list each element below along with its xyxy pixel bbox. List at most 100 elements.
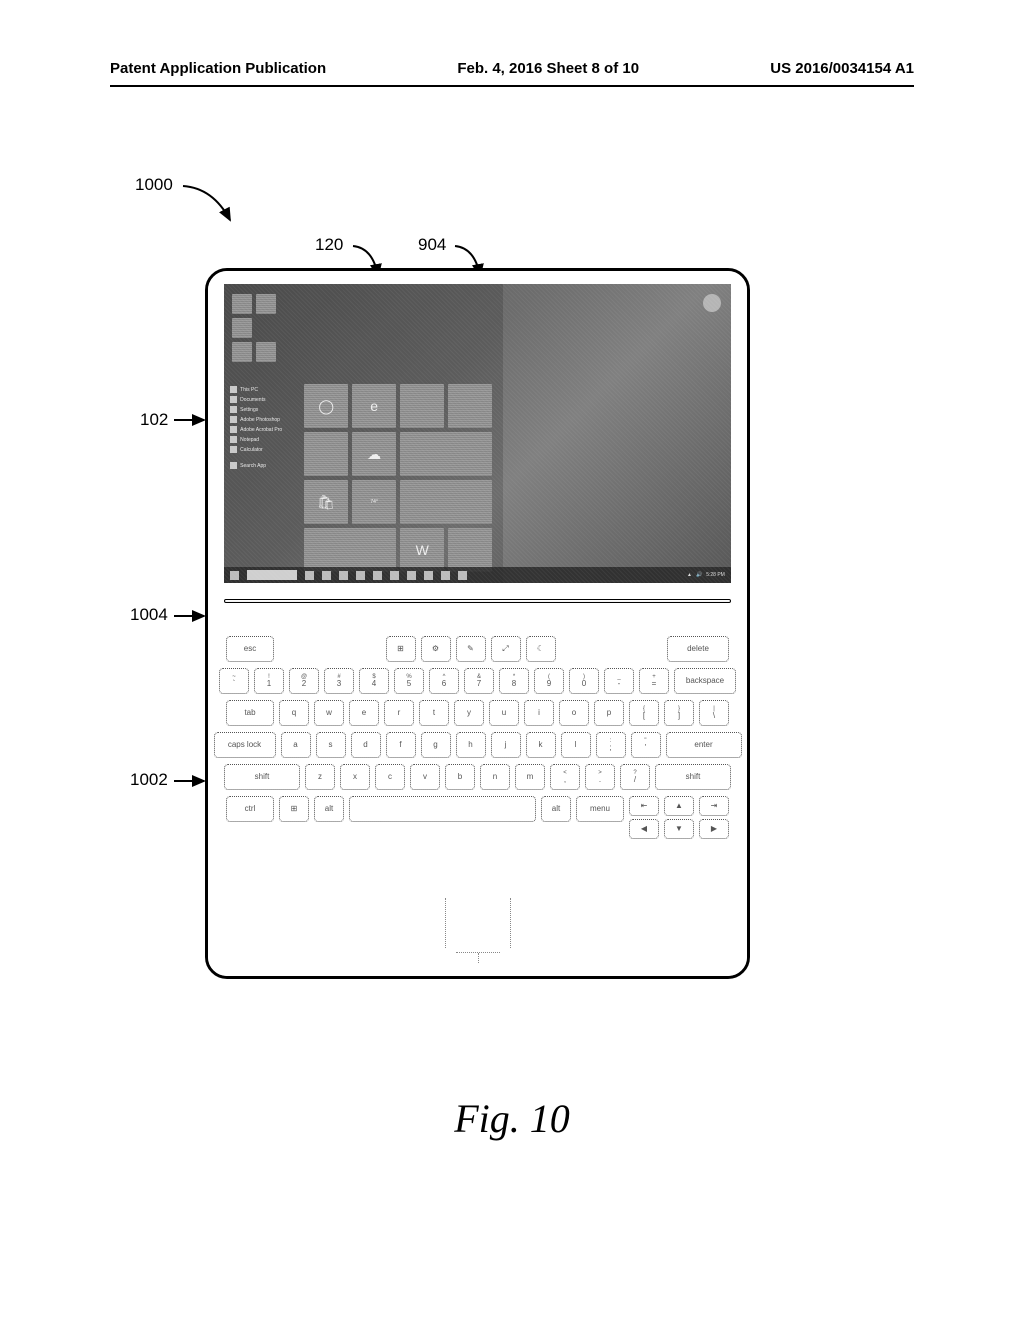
key-letter[interactable]: t	[419, 700, 449, 726]
key-capslock[interactable]: caps lock	[214, 732, 276, 758]
key-ctrl[interactable]: ctrl	[226, 796, 274, 822]
key-symbol[interactable]: }]	[664, 700, 694, 726]
key-space[interactable]	[349, 796, 536, 822]
key-letter[interactable]: d	[351, 732, 381, 758]
key-label: '	[645, 744, 647, 752]
key-symbol[interactable]: >.	[585, 764, 615, 790]
hinge-bar	[224, 599, 731, 603]
key-number[interactable]: $4	[359, 668, 389, 694]
key-number[interactable]: ~`	[219, 668, 249, 694]
key-letter[interactable]: e	[349, 700, 379, 726]
key-tab[interactable]: tab	[226, 700, 274, 726]
key-label: p	[607, 709, 611, 717]
key-label: j	[505, 741, 507, 749]
key-label: ⇤	[641, 802, 648, 810]
key-label: 8	[512, 680, 516, 688]
key-symbol[interactable]: "'	[631, 732, 661, 758]
sidebar-item-label: Documents	[240, 397, 265, 403]
key-left[interactable]: ◀	[629, 819, 659, 839]
key-letter[interactable]: s	[316, 732, 346, 758]
key-number[interactable]: !1	[254, 668, 284, 694]
key-letter[interactable]: n	[480, 764, 510, 790]
key-home[interactable]: ⇤	[629, 796, 659, 816]
key-esc[interactable]: esc	[226, 636, 274, 662]
key-letter[interactable]: g	[421, 732, 451, 758]
key-letter[interactable]: k	[526, 732, 556, 758]
key-symbol[interactable]: |\	[699, 700, 729, 726]
pinned-tile	[232, 342, 252, 362]
key-letter[interactable]: p	[594, 700, 624, 726]
key-number[interactable]: )0	[569, 668, 599, 694]
key-letter[interactable]: i	[524, 700, 554, 726]
key-fn[interactable]: ✎	[456, 636, 486, 662]
key-label: q	[292, 709, 296, 717]
upper-display-panel: This PC Documents Settings Adobe Photosh…	[208, 271, 747, 596]
key-up[interactable]: ▲	[664, 796, 694, 816]
key-letter[interactable]: r	[384, 700, 414, 726]
sidebar-item: Calculator	[230, 446, 300, 453]
key-letter[interactable]: w	[314, 700, 344, 726]
taskbar-app-icon	[322, 571, 331, 580]
key-shift[interactable]: shift	[224, 764, 300, 790]
key-win[interactable]: ⊞	[279, 796, 309, 822]
key-backspace[interactable]: backspace	[674, 668, 736, 694]
key-alt[interactable]: alt	[541, 796, 571, 822]
key-fn[interactable]: ⚙	[421, 636, 451, 662]
key-number[interactable]: &7	[464, 668, 494, 694]
key-number[interactable]: *8	[499, 668, 529, 694]
key-down[interactable]: ▼	[664, 819, 694, 839]
key-delete[interactable]: delete	[667, 636, 729, 662]
key-letter[interactable]: q	[279, 700, 309, 726]
key-letter[interactable]: m	[515, 764, 545, 790]
key-label: ctrl	[245, 805, 256, 813]
key-letter[interactable]: y	[454, 700, 484, 726]
key-letter[interactable]: z	[305, 764, 335, 790]
trackpad[interactable]	[378, 858, 578, 958]
device-hinge	[208, 596, 747, 606]
key-menu[interactable]: menu	[576, 796, 624, 822]
key-fn[interactable]: ⤢	[491, 636, 521, 662]
key-label: delete	[687, 645, 709, 653]
key-fn[interactable]: ⊞	[386, 636, 416, 662]
key-enter[interactable]: enter	[666, 732, 742, 758]
gear-icon	[230, 406, 237, 413]
app-icon	[230, 462, 237, 469]
store-icon: 🛍	[317, 494, 335, 511]
key-right[interactable]: ▶	[699, 819, 729, 839]
key-letter[interactable]: o	[559, 700, 589, 726]
key-symbol[interactable]: <,	[550, 764, 580, 790]
key-label: ;	[609, 744, 611, 752]
key-label: f	[399, 741, 401, 749]
key-number[interactable]: #3	[324, 668, 354, 694]
key-letter[interactable]: c	[375, 764, 405, 790]
key-letter[interactable]: j	[491, 732, 521, 758]
key-alt[interactable]: alt	[314, 796, 344, 822]
key-shift[interactable]: shift	[655, 764, 731, 790]
key-letter[interactable]: x	[340, 764, 370, 790]
clock-label: 5:28 PM	[706, 572, 725, 578]
key-letter[interactable]: b	[445, 764, 475, 790]
live-tile: W	[400, 528, 444, 572]
key-letter[interactable]: h	[456, 732, 486, 758]
key-letter[interactable]: f	[386, 732, 416, 758]
key-letter[interactable]: l	[561, 732, 591, 758]
key-number[interactable]: +=	[639, 668, 669, 694]
key-end[interactable]: ⇥	[699, 796, 729, 816]
key-letter[interactable]: v	[410, 764, 440, 790]
key-label: 9	[547, 680, 551, 688]
user-avatar-icon	[703, 294, 721, 312]
sidebar-item: Notepad	[230, 436, 300, 443]
key-number[interactable]: (9	[534, 668, 564, 694]
key-symbol[interactable]: {[	[629, 700, 659, 726]
key-letter[interactable]: a	[281, 732, 311, 758]
key-number[interactable]: %5	[394, 668, 424, 694]
key-number[interactable]: _-	[604, 668, 634, 694]
key-letter[interactable]: u	[489, 700, 519, 726]
key-number[interactable]: @2	[289, 668, 319, 694]
key-symbol[interactable]: :;	[596, 732, 626, 758]
key-symbol[interactable]: ?/	[620, 764, 650, 790]
key-number[interactable]: ^6	[429, 668, 459, 694]
key-label: w	[326, 709, 332, 717]
key-label: -	[618, 680, 621, 688]
key-fn[interactable]: ☾	[526, 636, 556, 662]
